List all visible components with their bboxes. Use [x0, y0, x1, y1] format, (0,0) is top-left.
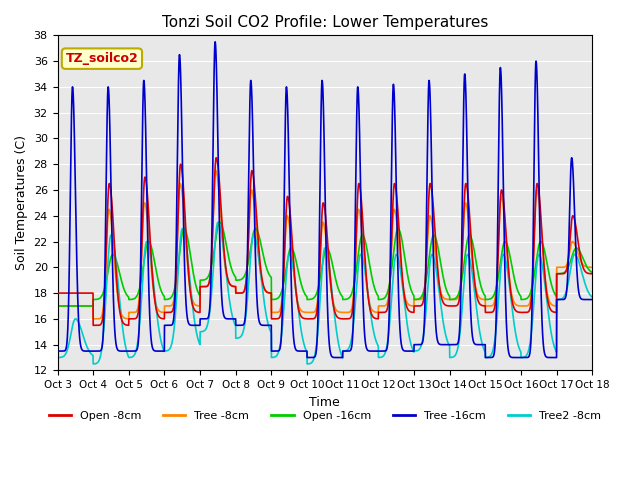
Tree -16cm [211, 39, 219, 45]
Tree -16cm [588, 297, 596, 302]
Open -16cm [588, 270, 596, 276]
Tree -16cm [168, 322, 176, 327]
Line: Tree -8cm: Tree -8cm [58, 171, 592, 319]
Open -16cm [54, 303, 61, 309]
Tree -16cm [54, 348, 61, 354]
Line: Open -8cm: Open -8cm [58, 158, 592, 325]
Open -16cm [387, 276, 394, 282]
Tree2 -8cm [214, 219, 222, 225]
Open -16cm [377, 297, 385, 302]
Tree -8cm [588, 264, 596, 270]
Tree2 -8cm [54, 355, 61, 360]
Tree -8cm [54, 303, 61, 309]
Line: Tree -16cm: Tree -16cm [58, 42, 592, 358]
Open -8cm [588, 271, 596, 276]
Tree -16cm [303, 355, 311, 360]
Open -8cm [387, 268, 394, 274]
Open -8cm [538, 227, 545, 232]
Open -8cm [377, 310, 385, 315]
Open -8cm [212, 155, 220, 161]
Open -16cm [203, 276, 211, 281]
Line: Tree2 -8cm: Tree2 -8cm [58, 222, 592, 364]
Open -8cm [54, 290, 61, 296]
Tree2 -8cm [387, 311, 394, 316]
Title: Tonzi Soil CO2 Profile: Lower Temperatures: Tonzi Soil CO2 Profile: Lower Temperatur… [162, 15, 488, 30]
Tree -8cm [588, 264, 596, 270]
Open -8cm [168, 308, 176, 314]
Tree -8cm [203, 283, 211, 289]
Tree2 -8cm [203, 324, 211, 330]
Open -8cm [90, 323, 97, 328]
Tree -8cm [538, 232, 545, 238]
Tree -8cm [387, 267, 394, 273]
X-axis label: Time: Time [310, 396, 340, 408]
Legend: Open -8cm, Tree -8cm, Open -16cm, Tree -16cm, Tree2 -8cm: Open -8cm, Tree -8cm, Open -16cm, Tree -… [44, 406, 605, 425]
Open -8cm [588, 271, 596, 276]
Text: TZ_soilco2: TZ_soilco2 [65, 52, 138, 65]
Open -16cm [216, 219, 223, 225]
Tree -8cm [377, 303, 385, 309]
Open -16cm [588, 269, 596, 275]
Tree -16cm [387, 247, 394, 252]
Tree2 -8cm [168, 339, 176, 345]
Tree -16cm [377, 348, 385, 354]
Tree -16cm [538, 310, 545, 315]
Tree -16cm [588, 297, 596, 302]
Open -16cm [538, 239, 545, 245]
Open -16cm [168, 293, 176, 299]
Line: Open -16cm: Open -16cm [58, 222, 592, 306]
Y-axis label: Soil Temperatures (C): Soil Temperatures (C) [15, 135, 28, 270]
Tree2 -8cm [377, 354, 385, 360]
Tree2 -8cm [303, 361, 311, 367]
Tree -8cm [90, 316, 97, 322]
Open -8cm [203, 283, 211, 289]
Tree -16cm [203, 316, 211, 322]
Tree2 -8cm [588, 294, 596, 300]
Tree2 -8cm [538, 259, 545, 265]
Tree2 -8cm [588, 294, 596, 300]
Tree -8cm [168, 302, 176, 308]
Tree -8cm [212, 168, 220, 174]
